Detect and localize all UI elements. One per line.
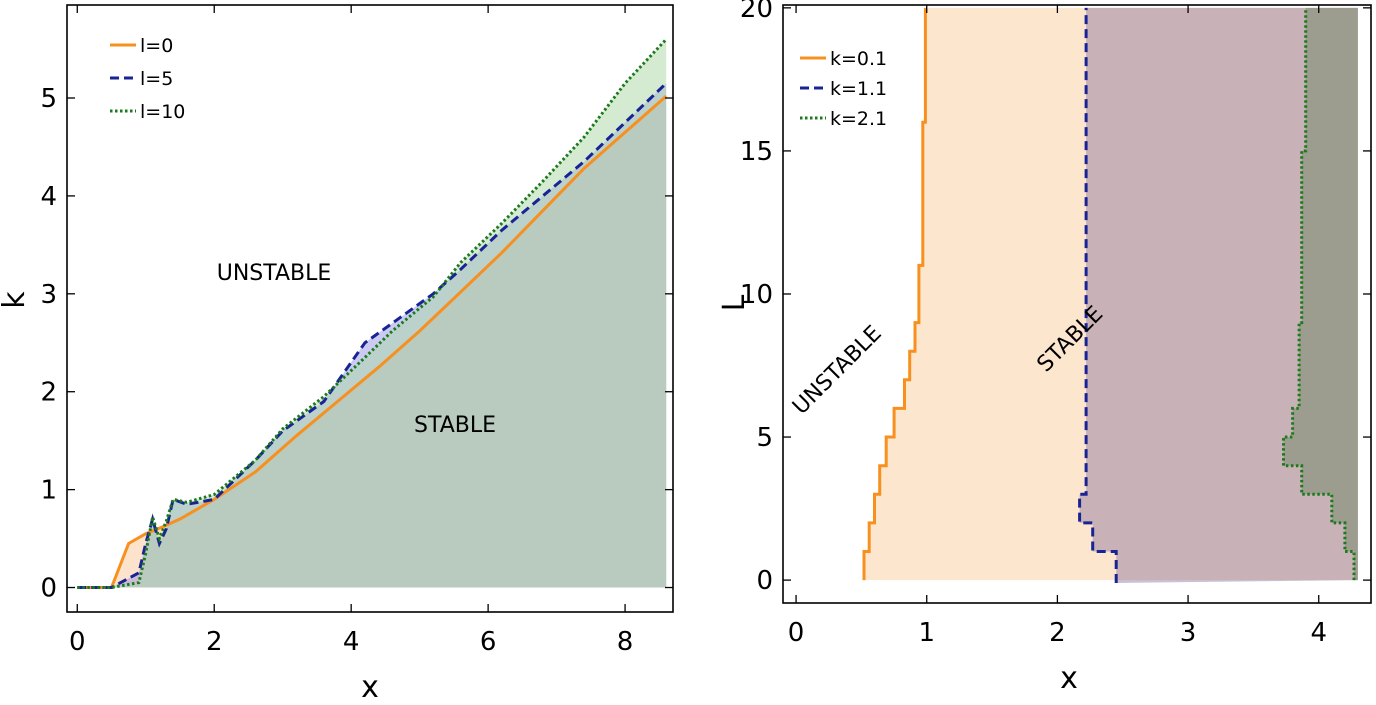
y-tick-label: 1 [40,476,57,506]
x-tick-label: 4 [343,627,360,657]
plot-frame-left [66,4,674,613]
legend-left: l=0 l=5 l=10 [110,35,185,123]
series-line-k01 [862,7,927,581]
area-fill-k01 [864,7,1358,581]
x-tick-label: 4 [1310,618,1327,648]
unstable-label-right: UNSTABLE [788,321,887,420]
x-tick-label: 2 [206,627,223,657]
series-line-l10 [77,38,668,589]
y-tick-label: 3 [40,280,57,310]
area-fill-l10 [77,39,667,588]
y-ticks-right: 0 5 10 15 20 [740,0,1371,596]
y-tick-label: 15 [740,137,773,167]
unstable-label-left: UNSTABLE [217,261,332,286]
x-tick-label: 6 [480,627,497,657]
x-tick-label: 0 [69,627,86,657]
area-fill-k21 [1283,7,1358,581]
series-line-l0 [77,94,668,589]
y-tick-label: 5 [756,423,773,453]
x-tick-label: 1 [918,618,935,648]
y-axis-title-right: L [717,294,752,311]
y-tick-label: 4 [40,182,57,212]
x-tick-label: 0 [788,618,805,648]
y-ticks-left: 0 1 2 3 4 5 [40,84,673,604]
y-tick-label: 2 [40,378,57,408]
legend-label-k01: k=0.1 [830,48,887,70]
x-tick-label: 2 [1049,618,1066,648]
y-tick-label: 10 [740,280,773,310]
legend-label-k21: k=2.1 [830,108,887,130]
x-ticks-right: 0 1 2 3 4 [788,5,1327,648]
y-tick-label: 20 [740,0,773,24]
y-tick-label: 0 [40,574,57,604]
stable-label-left: STABLE [414,413,496,438]
series-line-k11 [1078,7,1118,583]
plot-frame-right [782,4,1372,604]
legend-label-l0: l=0 [140,35,173,57]
legend-label-l5: l=5 [140,68,173,90]
x-tick-label: 3 [1180,618,1197,648]
y-tick-label: 5 [40,84,57,114]
x-tick-label: 8 [617,627,634,657]
legend-label-l10: l=10 [140,101,185,123]
x-ticks-left: 0 2 4 6 8 [69,5,633,657]
series-line-l5 [77,82,668,589]
panel-left: 0 2 4 6 8 0 1 2 3 4 5 x k UNSTABLE STABLE l=0 l=5… [0,4,674,705]
y-tick-label: 0 [756,566,773,596]
legend-right: k=0.1 k=1.1 k=2.1 [800,48,887,130]
y-axis-title-left: k [0,291,32,309]
x-axis-title-right: x [1060,661,1078,696]
x-axis-title-left: x [361,670,379,705]
legend-label-k11: k=1.1 [830,78,887,100]
series-line-k21 [1282,7,1356,581]
